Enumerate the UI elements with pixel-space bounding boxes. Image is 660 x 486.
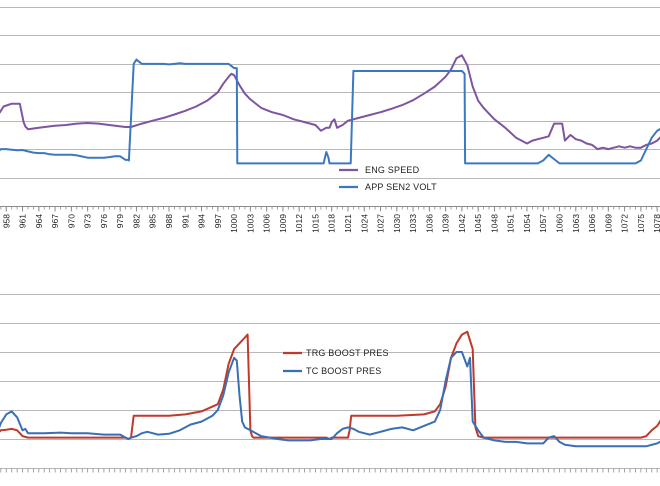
legend-label-app-sen2-volt: APP SEN2 VOLT	[365, 182, 437, 192]
x-tick-label: 1012	[294, 214, 304, 233]
x-tick-label: 1006	[262, 214, 272, 233]
x-tick-label: 1027	[376, 214, 386, 233]
series-line-eng-speed	[0, 54, 660, 151]
x-tick-label: 1078	[652, 214, 660, 233]
x-tick-label: 997	[213, 214, 223, 228]
legend-label-tc-boost-pres: TC BOOST PRES	[306, 366, 381, 376]
x-tick-label: 982	[131, 214, 141, 228]
x-tick-label: 1075	[636, 214, 646, 233]
x-tick-label: 1045	[473, 214, 483, 233]
x-tick-label: 1057	[538, 214, 548, 233]
x-tick-label: 1060	[555, 214, 565, 233]
legend-label-eng-speed: ENG SPEED	[365, 165, 420, 175]
legend-label-trg-boost-pres: TRG BOOST PRES	[306, 348, 389, 358]
x-tick-label: 979	[115, 214, 125, 228]
series-line-app-sen2-volt	[0, 58, 660, 165]
x-tick-label: 961	[18, 214, 28, 228]
x-tick-label: 1042	[457, 214, 467, 233]
x-tick-label: 1066	[587, 214, 597, 233]
x-tick-label: 1000	[229, 214, 239, 233]
x-tick-label: 1015	[310, 214, 320, 233]
x-tick-label: 964	[34, 214, 44, 228]
x-tick-label: 1048	[489, 214, 499, 233]
x-tick-label: 1039	[441, 214, 451, 233]
x-tick-label: 1054	[522, 214, 532, 233]
legend-bottom-chart: TRG BOOST PRES TC BOOST PRES	[283, 348, 389, 376]
x-tick-label: 973	[83, 214, 93, 228]
x-tick-label: 1072	[620, 214, 630, 233]
x-tick-label: 985	[148, 214, 158, 228]
x-tick-label: 1009	[278, 214, 288, 233]
x-tick-label: 1024	[359, 214, 369, 233]
x-tick-label: 1018	[327, 214, 337, 233]
x-tick-label: 1051	[506, 214, 516, 233]
x-tick-label: 994	[197, 214, 207, 228]
x-axis: 9559589619649679709739769799829859889919…	[0, 206, 660, 473]
x-tick-label: 1030	[392, 214, 402, 233]
x-tick-label: 1036	[424, 214, 434, 233]
x-tick-label: 1021	[343, 214, 353, 233]
x-tick-label: 958	[1, 214, 11, 228]
x-tick-label: 1069	[603, 214, 613, 233]
x-tick-label: 988	[164, 214, 174, 228]
x-tick-label: 991	[180, 214, 190, 228]
gridlines	[0, 7, 660, 469]
series-lines	[0, 54, 660, 448]
x-tick-label: 967	[50, 214, 60, 228]
x-tick-label: 1063	[571, 214, 581, 233]
x-tick-label: 1003	[245, 214, 255, 233]
series-line-tc-boost-pres	[0, 351, 660, 448]
x-tick-label: 1033	[408, 214, 418, 233]
legend-top-chart: ENG SPEED APP SEN2 VOLT	[339, 165, 437, 192]
x-tick-label: 976	[99, 214, 109, 228]
x-tick-label: 970	[66, 214, 76, 228]
